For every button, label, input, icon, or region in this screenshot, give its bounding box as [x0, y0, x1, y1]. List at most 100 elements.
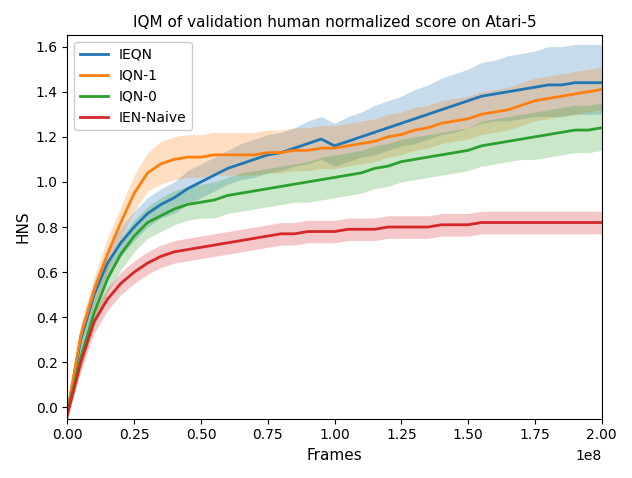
Line: IQN-1: IQN-1 [68, 89, 602, 412]
IEQN [544, 82, 552, 88]
IQN-1 [224, 152, 231, 158]
IQN-1 [598, 87, 605, 92]
IQN-0 [224, 193, 231, 198]
IQN-0 [251, 188, 258, 194]
IQN-0 [344, 172, 351, 178]
IEQN [117, 240, 125, 246]
IEN-Naive [197, 244, 205, 250]
IEQN [197, 179, 205, 185]
IQN-0 [585, 127, 592, 133]
IQN-0 [331, 174, 338, 180]
IEQN [171, 195, 178, 201]
IEQN [531, 84, 538, 90]
IQN-0 [518, 136, 525, 142]
IEQN [478, 93, 485, 99]
IQN-1 [317, 145, 325, 151]
IEN-Naive [184, 247, 191, 252]
IEN-Naive [344, 227, 351, 232]
IQN-1 [558, 93, 566, 99]
IQN-0 [371, 165, 379, 171]
IEN-Naive [424, 224, 432, 230]
IQN-0 [277, 184, 285, 189]
IEQN [184, 186, 191, 192]
IEN-Naive [571, 220, 579, 226]
IEQN [411, 116, 418, 121]
IEN-Naive [104, 296, 111, 302]
IQN-0 [130, 233, 138, 239]
IQN-1 [585, 89, 592, 95]
IEN-Naive [531, 220, 538, 226]
IQN-0 [317, 177, 325, 183]
IEQN [143, 211, 151, 217]
IQN-1 [398, 132, 405, 138]
IQN-1 [277, 150, 285, 155]
IEQN [398, 120, 405, 126]
Line: IEN-Naive: IEN-Naive [68, 223, 602, 414]
Legend: IEQN, IQN-1, IQN-0, IEN-Naive: IEQN, IQN-1, IQN-0, IEN-Naive [75, 42, 192, 130]
IQN-1 [291, 148, 298, 153]
IQN-1 [451, 118, 459, 124]
IEN-Naive [504, 220, 512, 226]
IQN-0 [598, 125, 605, 130]
IEQN [504, 89, 512, 95]
Title: IQM of validation human normalized score on Atari-5: IQM of validation human normalized score… [133, 15, 537, 30]
IEQN [157, 202, 165, 207]
IQN-1 [358, 141, 365, 146]
IEN-Naive [143, 260, 151, 266]
IEN-Naive [304, 228, 312, 234]
IEQN [371, 130, 379, 135]
IEN-Naive [291, 231, 298, 237]
Text: 1e8: 1e8 [576, 449, 602, 463]
IQN-1 [143, 170, 151, 176]
IEN-Naive [210, 242, 218, 248]
IQN-0 [531, 134, 538, 140]
IQN-1 [157, 161, 165, 167]
Y-axis label: HNS: HNS [15, 211, 30, 243]
IEQN [224, 165, 231, 171]
IQN-0 [197, 199, 205, 205]
X-axis label: Frames: Frames [307, 448, 362, 463]
IQN-1 [411, 127, 418, 133]
IEQN [358, 134, 365, 140]
IQN-0 [451, 150, 459, 155]
IEQN [465, 98, 472, 104]
IQN-0 [411, 156, 418, 162]
IQN-0 [117, 251, 125, 257]
IQN-1 [437, 120, 445, 126]
IEQN [331, 143, 338, 149]
IQN-0 [424, 154, 432, 160]
IQN-0 [358, 170, 365, 176]
IQN-1 [478, 111, 485, 117]
IEQN [437, 107, 445, 113]
IQN-1 [104, 251, 111, 257]
IEQN [571, 80, 579, 86]
IQN-0 [104, 276, 111, 282]
IQN-1 [64, 409, 71, 415]
IEQN [384, 125, 392, 130]
IEQN [304, 141, 312, 146]
IQN-0 [184, 202, 191, 207]
IQN-0 [504, 139, 512, 144]
IEN-Naive [491, 220, 499, 226]
IEN-Naive [277, 231, 285, 237]
IEQN [237, 161, 245, 167]
IEN-Naive [598, 220, 605, 226]
IEQN [210, 172, 218, 178]
IQN-0 [304, 179, 312, 185]
IEQN [77, 337, 85, 343]
IQN-0 [571, 127, 579, 133]
IEQN [518, 87, 525, 92]
IEN-Naive [264, 233, 272, 239]
IQN-0 [90, 310, 98, 315]
IQN-1 [504, 107, 512, 113]
IQN-0 [264, 186, 272, 192]
IQN-0 [398, 159, 405, 164]
IEN-Naive [331, 228, 338, 234]
IEN-Naive [358, 227, 365, 232]
IEN-Naive [558, 220, 566, 226]
IQN-1 [424, 125, 432, 130]
IEN-Naive [171, 249, 178, 255]
IEQN [104, 260, 111, 266]
IQN-1 [571, 91, 579, 97]
IEN-Naive [544, 220, 552, 226]
